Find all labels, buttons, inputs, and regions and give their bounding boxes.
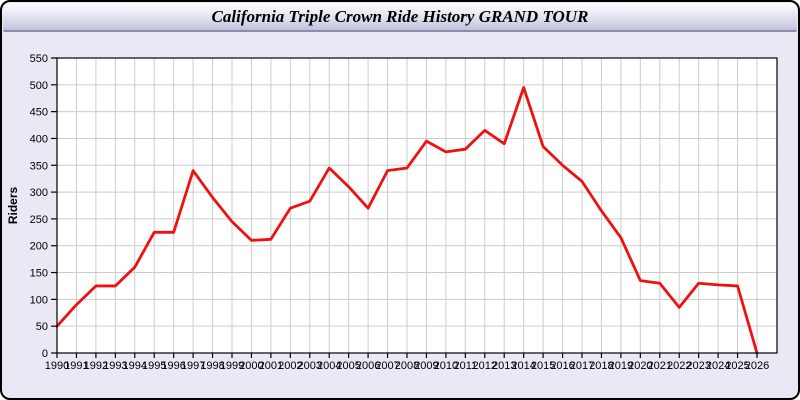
x-tick-label: 2002	[278, 360, 302, 372]
x-tick-label: 2026	[745, 360, 769, 372]
x-tick-label: 1999	[220, 360, 244, 372]
x-tick-label: 2020	[628, 360, 652, 372]
plot-area	[57, 58, 777, 353]
x-tick-label: 2023	[686, 360, 710, 372]
y-tick-label: 250	[30, 214, 48, 226]
y-tick-label: 200	[30, 241, 48, 253]
x-tick-label: 2011	[454, 360, 478, 372]
x-tick-label: 1996	[161, 360, 185, 372]
x-tick-label: 2016	[550, 360, 574, 372]
x-tick-labels: 1990199119921993199419951996199719981999…	[45, 360, 769, 372]
header-bar: California Triple Crown Ride History GRA…	[3, 3, 797, 32]
axis-ticks	[51, 57, 758, 358]
x-tick-label: 2006	[356, 360, 380, 372]
x-tick-label: 2021	[648, 360, 672, 372]
plot-frame	[56, 57, 778, 354]
x-tick-label: 2001	[259, 360, 283, 372]
y-tick-label: 150	[30, 268, 48, 280]
y-tick-label: 300	[30, 187, 48, 199]
x-tick-label: 2014	[511, 360, 535, 372]
x-tick-label: 1991	[64, 360, 88, 372]
x-tick-label: 2017	[570, 360, 594, 372]
x-tick-label: 1997	[181, 360, 205, 372]
x-tick-label: 2009	[414, 360, 438, 372]
y-axis-title: Riders	[6, 187, 20, 225]
x-tick-label: 2019	[609, 360, 633, 372]
y-tick-label: 0	[42, 348, 48, 360]
x-tick-label: 1990	[45, 360, 69, 372]
x-tick-label: 2007	[375, 360, 399, 372]
y-tick-label: 50	[36, 321, 48, 333]
x-tick-label: 1998	[200, 360, 224, 372]
grid-layer	[57, 57, 777, 353]
x-tick-label: 2015	[531, 360, 555, 372]
x-tick-label: 1994	[123, 360, 147, 372]
x-tick-label: 2025	[725, 360, 749, 372]
x-tick-label: 2022	[667, 360, 691, 372]
page-title: California Triple Crown Ride History GRA…	[211, 7, 589, 26]
x-tick-label: 2003	[298, 360, 322, 372]
x-tick-label: 1993	[103, 360, 127, 372]
x-tick-label: 1995	[142, 360, 166, 372]
x-tick-label: 2012	[473, 360, 497, 372]
x-tick-label: 2004	[317, 360, 341, 372]
y-tick-label: 450	[30, 107, 48, 119]
x-tick-label: 2024	[706, 360, 730, 372]
y-tick-labels: 0 50 100 150 200 250 300 350 400 450 500 550	[30, 53, 48, 360]
y-tick-label: 350	[30, 160, 48, 172]
x-tick-label: 2008	[395, 360, 419, 372]
x-tick-label: 1992	[84, 360, 108, 372]
y-tick-label: 400	[30, 133, 48, 145]
x-tick-label: 2018	[589, 360, 613, 372]
x-tick-label: 2013	[492, 360, 516, 372]
x-tick-label: 2010	[434, 360, 458, 372]
x-tick-label: 2000	[239, 360, 263, 372]
y-tick-label: 100	[30, 294, 48, 306]
y-tick-label: 500	[30, 80, 48, 92]
riders-series-line	[55, 86, 759, 355]
y-tick-label: 550	[30, 53, 48, 65]
x-tick-label: 2005	[336, 360, 360, 372]
